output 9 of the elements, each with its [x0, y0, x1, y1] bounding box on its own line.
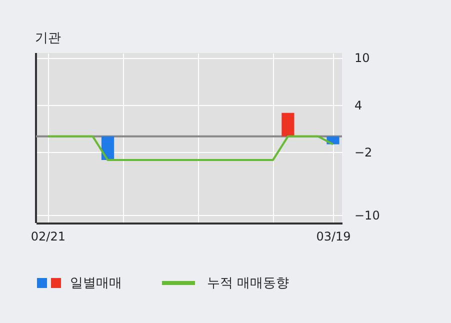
y-tick-label: −10	[354, 208, 380, 223]
chart-title: 기관	[35, 31, 61, 46]
x-tick-label: 03/19	[316, 230, 351, 244]
y-tick-label: −2	[354, 146, 372, 160]
y-tick-label: 10	[354, 51, 370, 66]
y-tick-label: 4	[354, 98, 362, 112]
legend-label: 누적 매매동향	[207, 276, 290, 291]
x-tick-label: 02/21	[30, 230, 66, 244]
legend-label: 일별매매	[70, 276, 122, 291]
